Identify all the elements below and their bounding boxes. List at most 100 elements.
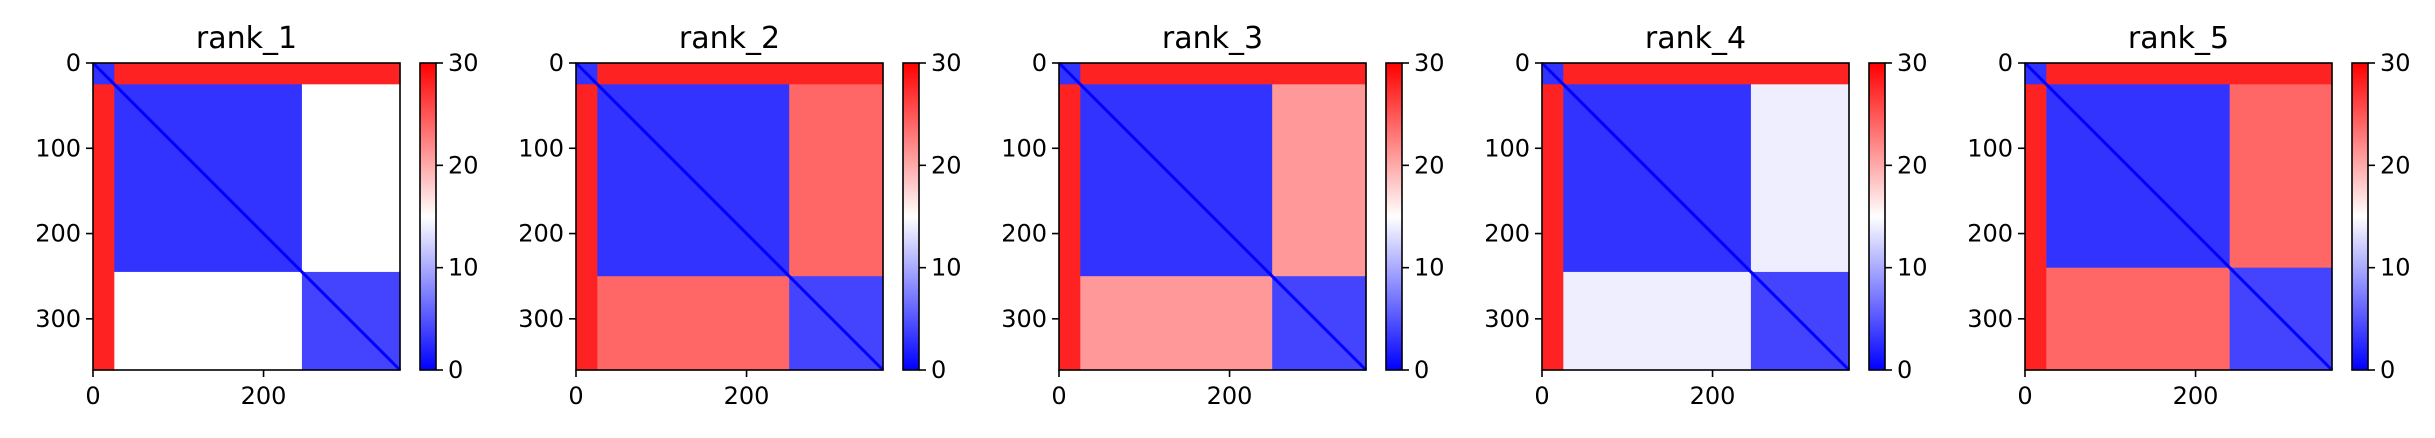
heatmap-cell [1059, 276, 1081, 371]
colorbar-frame [1385, 62, 1403, 371]
heatmap-cell [789, 63, 884, 85]
heatmap-cell [1542, 271, 1564, 371]
heatmap-cell [1059, 84, 1081, 277]
axis-frame [1058, 62, 1367, 371]
panel-title: rank_4 [1645, 21, 1746, 56]
colorbar-tick-label: 0 [448, 356, 463, 384]
colorbar-tick-label: 30 [2380, 49, 2411, 77]
heatmap-cell [114, 63, 303, 85]
colorbar-frame [2351, 62, 2369, 371]
heatmap-cell [93, 84, 115, 273]
y-tick-label: 300 [1967, 305, 2013, 333]
heatmap-cell [2229, 84, 2333, 269]
y-tick-label: 100 [518, 134, 564, 162]
heatmap-cell [576, 276, 598, 371]
heatmap [574, 61, 885, 372]
colorbar-tick-label: 0 [1414, 356, 1429, 384]
colorbar-gradient [1869, 63, 1885, 370]
heatmap-diagonal [2023, 61, 2334, 372]
heatmap-cell [789, 84, 884, 277]
y-tick-label: 0 [549, 49, 564, 77]
heatmap [1540, 61, 1851, 372]
heatmap-cell [1563, 63, 1752, 85]
colorbar-tick-label: 0 [2380, 356, 2395, 384]
y-tick-label: 100 [1001, 134, 1047, 162]
panel-title: rank_1 [196, 21, 297, 56]
colorbar: 0 10 20 30 [2351, 49, 2411, 384]
colorbar-tick-label: 10 [2380, 254, 2411, 282]
heatmap-cell [301, 84, 401, 273]
y-tick-label: 300 [35, 305, 81, 333]
heatmap-cell [1750, 63, 1850, 85]
axis-frame [92, 62, 401, 371]
y-tick-label: 300 [1484, 305, 1530, 333]
heatmap-cell [2046, 63, 2231, 85]
heatmap-cell [1563, 271, 1752, 371]
heatmap-diagonal [574, 61, 885, 372]
heatmap-cell [2025, 84, 2047, 269]
x-tick-label: 200 [2173, 382, 2219, 410]
panel-rank-5: rank_5 0 100 200 300 0 200 0 10 20 30 [1967, 21, 2410, 410]
heatmap-cell [597, 276, 790, 371]
heatmap-cell [2046, 267, 2231, 371]
heatmap-cell [1750, 84, 1850, 273]
panel-title: rank_5 [2128, 21, 2229, 56]
colorbar-tick-label: 0 [1897, 356, 1912, 384]
heatmap-diagonal [1057, 61, 1368, 372]
y-tick-label: 200 [1484, 220, 1530, 248]
heatmap-cell [2025, 267, 2047, 371]
colorbar-frame [419, 62, 437, 371]
panel-rank-1: rank_1 0 100 200 300 0 200 0 10 20 30 [35, 21, 478, 410]
colorbar-tick-label: 10 [1414, 254, 1445, 282]
panel-rank-3: rank_3 0 100 200 300 0 200 0 10 20 30 [1001, 21, 1444, 410]
colorbar-gradient [1386, 63, 1402, 370]
colorbar-tick-label: 20 [2380, 151, 2411, 179]
colorbar: 0 10 20 30 [902, 49, 962, 384]
heatmap [2023, 61, 2334, 372]
colorbar-tick-label: 20 [448, 151, 479, 179]
y-tick-label: 200 [1001, 220, 1047, 248]
heatmap-cell [1272, 63, 1367, 85]
colorbar-tick-label: 30 [931, 49, 962, 77]
heatmap-cell [597, 63, 790, 85]
axis-frame [1541, 62, 1850, 371]
y-tick-label: 0 [1998, 49, 2013, 77]
heatmap-cell [576, 84, 598, 277]
colorbar-tick-label: 30 [448, 49, 479, 77]
x-tick-label: 0 [2017, 382, 2032, 410]
colorbar: 0 10 20 30 [1868, 49, 1928, 384]
colorbar-frame [902, 62, 920, 371]
x-tick-label: 0 [1051, 382, 1066, 410]
x-tick-label: 0 [568, 382, 583, 410]
colorbar-tick-label: 10 [931, 254, 962, 282]
x-tick-label: 200 [1207, 382, 1253, 410]
y-tick-label: 100 [35, 134, 81, 162]
colorbar-gradient [420, 63, 436, 370]
colorbar-tick-label: 20 [931, 151, 962, 179]
y-tick-label: 100 [1484, 134, 1530, 162]
panel-title: rank_2 [679, 21, 780, 56]
y-tick-label: 0 [1032, 49, 1047, 77]
heatmap-cell [1272, 84, 1367, 277]
colorbar-tick-label: 10 [448, 254, 479, 282]
heatmap-cell [1542, 84, 1564, 273]
y-tick-label: 0 [1515, 49, 1530, 77]
heatmap-cell [93, 271, 115, 371]
colorbar-tick-label: 30 [1414, 49, 1445, 77]
colorbar-tick-label: 0 [931, 356, 946, 384]
x-tick-label: 0 [85, 382, 100, 410]
colorbar-tick-label: 10 [1897, 254, 1928, 282]
heatmap [1057, 61, 1368, 372]
heatmap-diagonal [1540, 61, 1851, 372]
panel-title: rank_3 [1162, 21, 1263, 56]
colorbar-frame [1868, 62, 1886, 371]
y-tick-label: 100 [1967, 134, 2013, 162]
x-tick-label: 200 [1690, 382, 1736, 410]
heatmap-cell [2229, 63, 2333, 85]
x-tick-label: 200 [241, 382, 287, 410]
y-tick-label: 200 [35, 220, 81, 248]
heatmap-diagonal [91, 61, 402, 372]
heatmap-cell [1080, 63, 1273, 85]
axis-frame [2024, 62, 2333, 371]
